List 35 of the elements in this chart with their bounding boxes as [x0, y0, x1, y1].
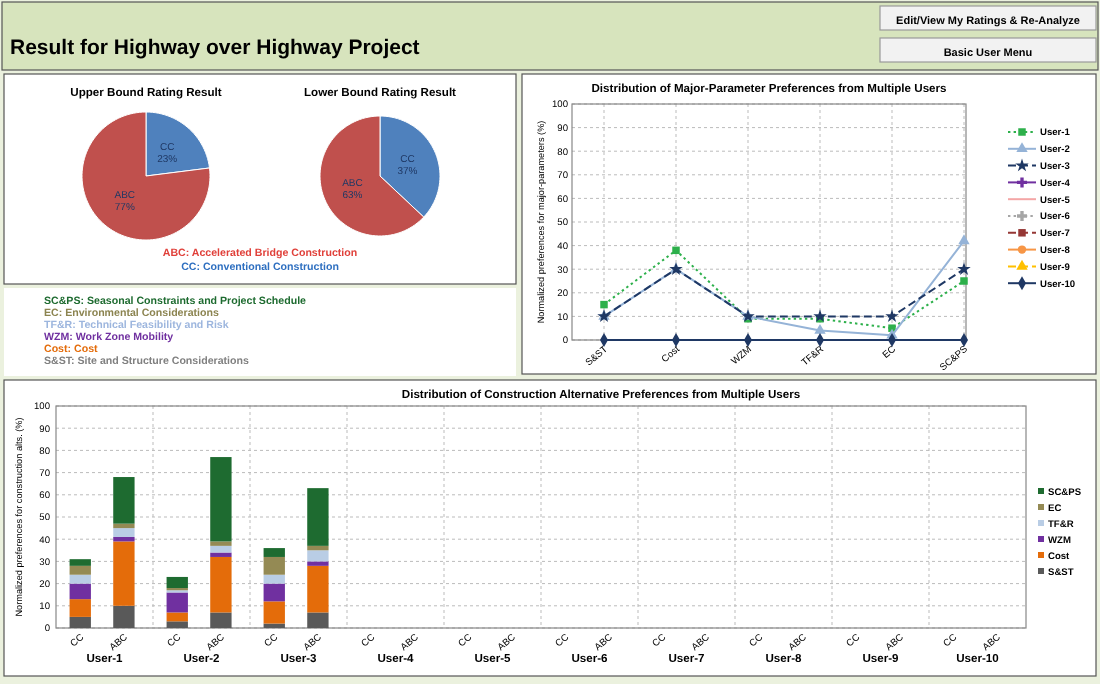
point	[599, 333, 609, 347]
bar	[307, 488, 329, 546]
bar	[307, 545, 329, 551]
point	[813, 309, 827, 323]
pie-slice	[81, 111, 211, 241]
bar	[166, 621, 188, 628]
bar	[69, 599, 91, 617]
point	[672, 246, 680, 255]
bar	[210, 556, 232, 613]
bar	[166, 592, 188, 613]
point	[960, 277, 968, 285]
bar	[69, 583, 91, 600]
bar	[307, 565, 329, 613]
point	[814, 323, 826, 334]
point	[885, 309, 899, 323]
point	[959, 333, 969, 347]
point	[671, 333, 681, 347]
point	[957, 262, 971, 275]
bar	[166, 612, 188, 622]
bar	[69, 616, 91, 628]
point	[600, 300, 608, 309]
bar	[307, 612, 329, 628]
bar	[69, 559, 91, 566]
bar	[69, 574, 91, 584]
point	[958, 234, 970, 245]
bar	[307, 550, 329, 562]
bar	[210, 545, 232, 553]
bar	[210, 457, 232, 542]
bar	[210, 612, 232, 628]
text: Result for Highway over Highway Project	[10, 36, 421, 60]
point	[815, 333, 825, 347]
point	[743, 333, 753, 347]
bar	[69, 565, 91, 575]
bar	[166, 576, 188, 589]
point	[887, 333, 897, 347]
